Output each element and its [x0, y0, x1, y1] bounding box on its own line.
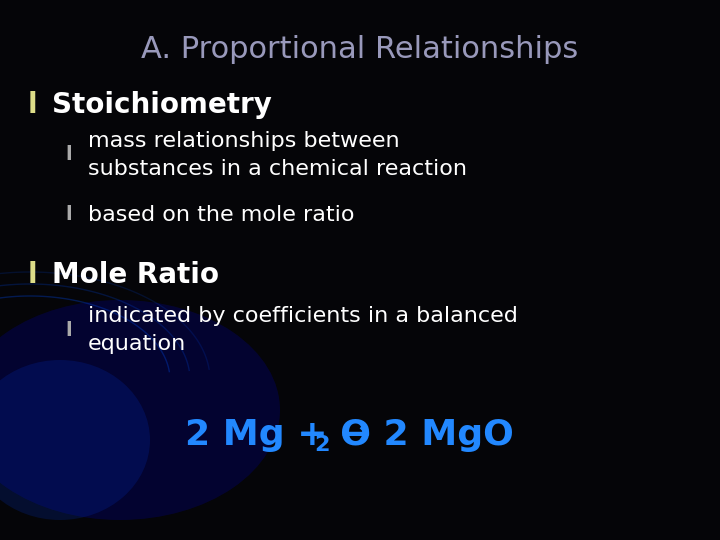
- Text: Mole Ratio: Mole Ratio: [52, 261, 219, 289]
- Text: A. Proportional Relationships: A. Proportional Relationships: [141, 35, 579, 64]
- Ellipse shape: [0, 300, 280, 520]
- Text: → 2 MgO: → 2 MgO: [328, 418, 514, 452]
- Text: indicated by coefficients in a balanced
equation: indicated by coefficients in a balanced …: [88, 306, 518, 354]
- Ellipse shape: [0, 360, 150, 520]
- Text: l: l: [65, 206, 71, 225]
- Text: mass relationships between
substances in a chemical reaction: mass relationships between substances in…: [88, 131, 467, 179]
- Text: 2 Mg + O: 2 Mg + O: [185, 418, 371, 452]
- Text: l: l: [65, 321, 71, 340]
- Text: l: l: [28, 261, 37, 289]
- Text: based on the mole ratio: based on the mole ratio: [88, 205, 354, 225]
- Text: l: l: [28, 91, 37, 119]
- Text: Stoichiometry: Stoichiometry: [52, 91, 272, 119]
- Text: 2: 2: [314, 435, 330, 455]
- Text: l: l: [65, 145, 71, 165]
